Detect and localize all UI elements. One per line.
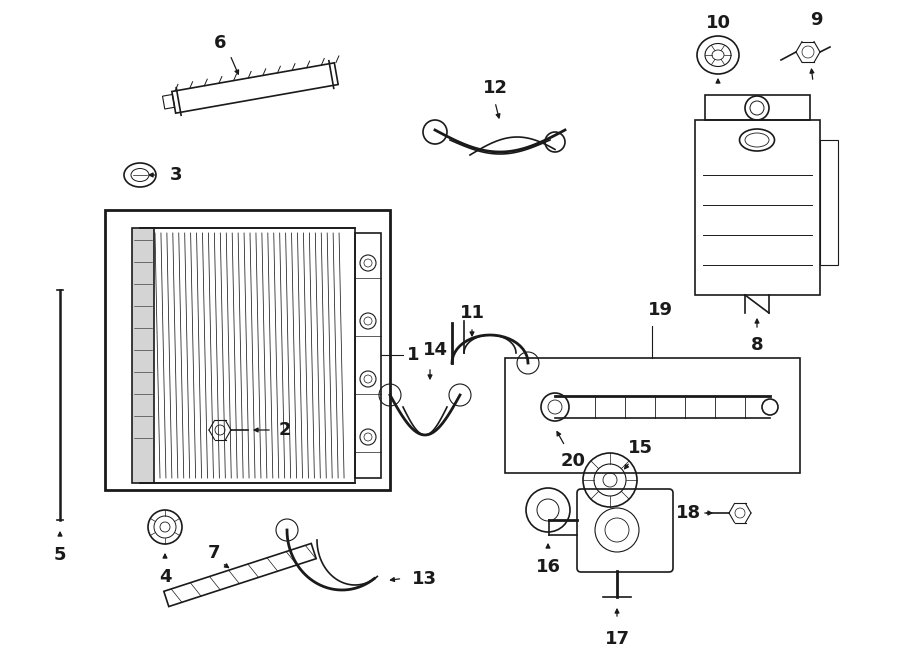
Bar [820, 140, 838, 265]
Text: 8: 8 [751, 336, 763, 354]
Text: 12: 12 [482, 79, 508, 97]
Text: 4: 4 [158, 568, 171, 586]
Text: 1: 1 [407, 346, 419, 364]
Bar [132, 228, 154, 483]
Text: 17: 17 [605, 630, 629, 648]
Bar [505, 358, 800, 473]
Text: 19: 19 [647, 301, 672, 319]
Text: 20: 20 [561, 452, 586, 470]
Bar [140, 228, 355, 483]
Text: 2: 2 [279, 421, 292, 439]
Text: 15: 15 [627, 439, 652, 457]
Text: 10: 10 [706, 14, 731, 32]
Text: 5: 5 [54, 546, 67, 564]
Text: 16: 16 [536, 558, 561, 576]
Bar [105, 210, 390, 490]
Text: 3: 3 [170, 166, 182, 184]
Text: 13: 13 [412, 570, 436, 588]
Text: 9: 9 [810, 11, 823, 29]
Bar [695, 120, 820, 295]
Text: 14: 14 [422, 341, 447, 359]
Bar [355, 233, 381, 478]
Text: 7: 7 [208, 544, 220, 562]
Bar [705, 95, 810, 120]
Text: 6: 6 [214, 34, 226, 52]
Text: 11: 11 [460, 304, 484, 322]
Text: 18: 18 [675, 504, 700, 522]
